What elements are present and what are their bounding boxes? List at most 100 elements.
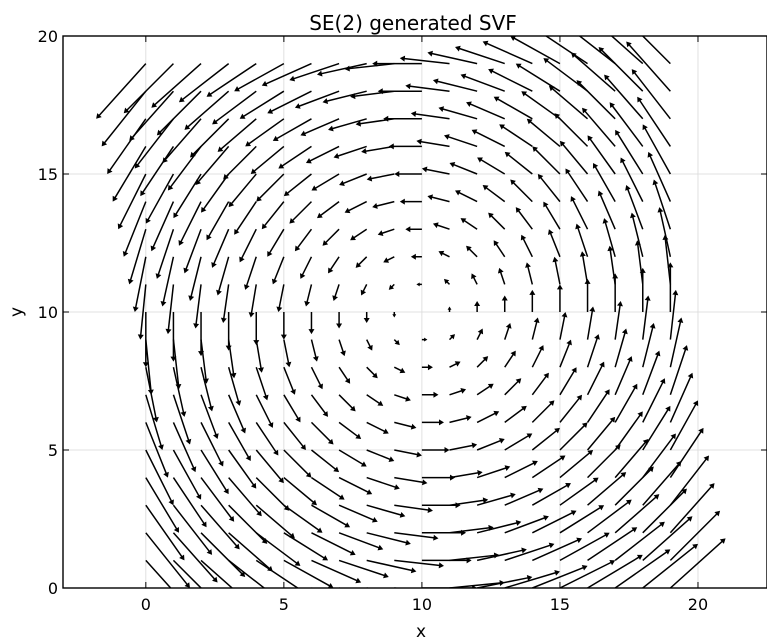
vector-arrow <box>283 477 317 506</box>
vector-arrow <box>308 312 315 335</box>
vector-arrow <box>476 383 494 396</box>
vector-arrow <box>421 529 467 536</box>
vector-arrow <box>339 587 342 588</box>
vector-arrow <box>497 267 506 285</box>
vector-arrow <box>305 145 340 164</box>
vector-arrow <box>338 339 346 357</box>
vector-arrow <box>602 218 616 258</box>
vector-arrow <box>255 559 300 588</box>
vector-arrow <box>586 389 610 423</box>
vector-arrow <box>531 483 571 506</box>
vector-arrow <box>283 173 312 197</box>
vector-arrow <box>294 90 340 109</box>
vector-arrow <box>253 312 260 346</box>
vector-arrow <box>587 444 621 479</box>
vector-arrow <box>482 40 533 65</box>
vector-arrow <box>360 284 368 296</box>
vector-arrow <box>642 461 682 506</box>
vector-arrow <box>193 284 202 329</box>
vector-arrow <box>145 504 185 561</box>
vector-arrow <box>614 438 649 479</box>
vector-arrow <box>669 483 715 534</box>
vector-arrow <box>493 240 506 258</box>
vector-arrow <box>504 487 544 506</box>
vector-arrow <box>460 73 505 92</box>
vector-arrow <box>531 455 566 479</box>
vector-arrow <box>366 394 384 406</box>
vector-arrow <box>377 88 422 95</box>
vector-arrow <box>228 532 273 572</box>
vector-arrow <box>520 234 533 258</box>
vector-arrow <box>532 146 561 175</box>
vector-arrow <box>504 570 560 588</box>
vector-arrow <box>255 394 274 428</box>
y-tick-label: 0 <box>48 579 58 598</box>
vector-arrow <box>471 129 506 148</box>
vector-arrow <box>393 339 400 346</box>
vector-arrow <box>476 547 527 562</box>
vector-arrow <box>322 228 340 246</box>
vector-arrow <box>449 442 478 451</box>
vector-arrow <box>630 212 644 257</box>
vector-arrow <box>515 207 533 230</box>
vector-arrow <box>283 421 306 450</box>
vector-arrow <box>366 559 417 574</box>
vector-arrow <box>543 201 561 230</box>
vector-arrow <box>283 559 334 588</box>
vector-field <box>96 36 726 588</box>
vector-arrow <box>206 62 257 97</box>
vector-arrow <box>642 433 676 479</box>
y-tick-label: 5 <box>48 441 58 460</box>
vector-arrow <box>261 201 285 230</box>
vector-arrow <box>448 334 456 341</box>
vector-arrow <box>642 350 661 396</box>
vector-arrow <box>552 256 561 285</box>
vector-arrow <box>311 559 362 584</box>
y-tick-label: 15 <box>38 165 58 184</box>
vector-arrow <box>383 256 395 263</box>
vector-arrow <box>476 465 511 479</box>
vector-arrow <box>610 36 644 65</box>
x-tick-label: 15 <box>550 595 570 614</box>
vector-arrow <box>614 494 660 534</box>
vector-arrow <box>531 427 560 451</box>
vector-arrow <box>559 422 588 451</box>
vector-arrow <box>559 505 605 534</box>
vector-arrow <box>188 256 202 301</box>
vector-arrow <box>586 361 605 396</box>
vector-arrow <box>366 339 373 351</box>
vector-arrow <box>328 256 340 274</box>
vector-arrow <box>344 62 395 72</box>
vector-arrow <box>521 91 561 120</box>
vector-arrow <box>642 543 698 588</box>
vector-arrow <box>394 476 428 486</box>
vector-arrow <box>283 449 312 478</box>
vector-arrow <box>421 337 428 342</box>
vector-arrow <box>474 300 481 312</box>
vector-arrow <box>338 394 356 412</box>
vector-arrow <box>112 146 147 202</box>
vector-arrow <box>647 151 672 202</box>
vector-arrow <box>559 312 568 340</box>
vector-arrow <box>531 372 549 396</box>
vector-arrow <box>211 228 230 268</box>
vector-arrow <box>667 262 674 312</box>
vector-arrow <box>642 124 672 175</box>
vector-arrow <box>559 140 589 175</box>
vector-arrow <box>657 207 672 257</box>
vector-arrow <box>255 477 290 511</box>
vector-arrow <box>372 60 422 67</box>
vector-arrow <box>363 312 370 324</box>
vector-arrow <box>316 201 340 219</box>
vector-arrow <box>559 367 577 396</box>
vector-arrow <box>421 364 433 371</box>
vector-arrow <box>162 118 202 163</box>
vector-arrow <box>614 300 623 340</box>
vector-arrow <box>652 179 672 230</box>
vector-arrow <box>150 201 175 252</box>
vector-arrow <box>421 166 450 175</box>
vector-arrow <box>669 372 694 423</box>
vector-arrow <box>300 118 340 137</box>
vector-arrow <box>626 41 671 92</box>
